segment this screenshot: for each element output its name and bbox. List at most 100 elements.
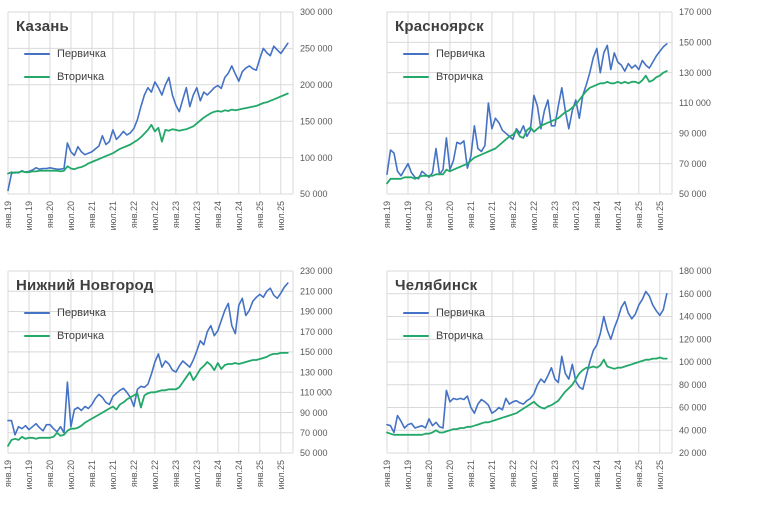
chart-panel-nizhny-novgorod: 50 000 70 000 90 000 110 000 130 000 150 000 1…: [0, 259, 379, 518]
svg-text:июл.22: июл.22: [150, 460, 160, 489]
svg-text:янв.19: янв.19: [3, 201, 13, 228]
chart-title-krasnoyarsk: Красноярск: [395, 18, 484, 35]
svg-text:июл.21: июл.21: [108, 201, 118, 230]
svg-text:160 000: 160 000: [679, 289, 712, 299]
svg-text:июл.20: июл.20: [445, 460, 455, 489]
svg-text:110 000: 110 000: [679, 98, 711, 108]
plot-area-nizhny-novgorod: 50 000 70 000 90 000 110 000 130 000 150 000 1…: [3, 266, 333, 489]
svg-text:янв.20: янв.20: [424, 201, 434, 228]
legend-label-primary: Первичка: [57, 307, 107, 319]
svg-text:янв.24: янв.24: [592, 460, 602, 487]
svg-text:июл.24: июл.24: [613, 460, 623, 489]
svg-text:янв.25: янв.25: [634, 201, 644, 228]
legend-label-secondary: Вторичка: [57, 330, 105, 342]
legend-label-secondary: Вторичка: [57, 71, 105, 83]
svg-text:июл.22: июл.22: [150, 201, 160, 230]
svg-text:янв.21: янв.21: [466, 201, 476, 228]
chart-panel-chelyabinsk: 20 000 40 000 60 000 80 000 100 000 120 000 14…: [379, 259, 758, 518]
svg-text:июл.19: июл.19: [403, 201, 413, 230]
svg-text:июл.23: июл.23: [192, 201, 202, 230]
svg-text:июл.19: июл.19: [24, 201, 34, 230]
svg-text:янв.19: янв.19: [382, 460, 392, 487]
primary-line-swatch: [24, 312, 50, 314]
svg-text:210 000: 210 000: [300, 286, 333, 296]
legend-label-primary: Первичка: [436, 48, 486, 60]
svg-text:июл.19: июл.19: [403, 460, 413, 489]
secondary-line-swatch: [403, 76, 429, 78]
svg-text:200 000: 200 000: [300, 80, 333, 90]
legend-item-secondary: Вторичка: [403, 71, 485, 83]
svg-text:90 000: 90 000: [679, 129, 707, 139]
svg-text:янв.24: янв.24: [213, 460, 223, 487]
svg-text:140 000: 140 000: [679, 312, 712, 322]
svg-text:янв.21: янв.21: [87, 460, 97, 487]
svg-text:янв.23: янв.23: [550, 201, 560, 228]
svg-text:июл.21: июл.21: [487, 201, 497, 230]
plot-area-kazan: 50 000 100 000 150 000 200 000 250 000 300 00…: [3, 7, 333, 230]
svg-text:250 000: 250 000: [300, 44, 333, 54]
primary-line-swatch: [403, 53, 429, 55]
plot-area-krasnoyarsk: 50 000 70 000 90 000 110 000 130 000 150 000 1…: [382, 7, 712, 230]
legend-label-primary: Первичка: [436, 307, 486, 319]
chart-panel-krasnoyarsk: 50 000 70 000 90 000 110 000 130 000 150 000 1…: [379, 0, 758, 259]
svg-text:янв.19: янв.19: [3, 460, 13, 487]
svg-text:янв.25: янв.25: [255, 201, 265, 228]
svg-text:50 000: 50 000: [300, 448, 328, 458]
svg-text:70 000: 70 000: [300, 428, 328, 438]
svg-text:янв.23: янв.23: [171, 201, 181, 228]
svg-text:июл.24: июл.24: [613, 201, 623, 230]
svg-text:20 000: 20 000: [679, 448, 707, 458]
legend-item-primary: Первичка: [24, 307, 106, 319]
chart-panel-kazan: 50 000 100 000 150 000 200 000 250 000 300 00…: [0, 0, 379, 259]
svg-text:130 000: 130 000: [300, 367, 333, 377]
svg-text:80 000: 80 000: [679, 380, 707, 390]
svg-text:50 000: 50 000: [300, 189, 328, 199]
svg-text:июл.21: июл.21: [487, 460, 497, 489]
svg-text:июл.23: июл.23: [571, 460, 581, 489]
svg-text:янв.19: янв.19: [382, 201, 392, 228]
secondary-line-swatch: [24, 76, 50, 78]
chart-title-kazan: Казань: [16, 18, 69, 35]
svg-text:июл.22: июл.22: [529, 201, 539, 230]
secondary-line-swatch: [24, 335, 50, 337]
svg-text:40 000: 40 000: [679, 425, 707, 435]
svg-text:180 000: 180 000: [679, 266, 712, 276]
svg-text:июл.24: июл.24: [234, 460, 244, 489]
svg-text:100 000: 100 000: [679, 357, 712, 367]
legend-label-secondary: Вторичка: [436, 330, 484, 342]
svg-text:июл.20: июл.20: [445, 201, 455, 230]
chart-title-chelyabinsk: Челябинск: [395, 277, 478, 294]
svg-text:янв.22: янв.22: [508, 460, 518, 487]
svg-text:июл.24: июл.24: [234, 201, 244, 230]
svg-text:июл.25: июл.25: [276, 460, 286, 489]
svg-text:янв.22: янв.22: [129, 460, 139, 487]
svg-text:янв.23: янв.23: [550, 460, 560, 487]
secondary-line-swatch: [403, 335, 429, 337]
svg-text:янв.23: янв.23: [171, 460, 181, 487]
svg-text:190 000: 190 000: [300, 307, 333, 317]
svg-text:янв.25: янв.25: [255, 460, 265, 487]
svg-text:июл.21: июл.21: [108, 460, 118, 489]
svg-text:июл.23: июл.23: [571, 201, 581, 230]
svg-text:60 000: 60 000: [679, 403, 707, 413]
svg-text:янв.24: янв.24: [592, 201, 602, 228]
legend-item-secondary: Вторичка: [24, 330, 106, 342]
svg-text:110 000: 110 000: [300, 388, 332, 398]
chart-title-nizhny-novgorod: Нижний Новгород: [16, 277, 154, 294]
plot-area-chelyabinsk: 20 000 40 000 60 000 80 000 100 000 120 000 14…: [382, 266, 712, 489]
svg-text:150 000: 150 000: [300, 347, 333, 357]
svg-text:300 000: 300 000: [300, 7, 333, 17]
svg-text:янв.20: янв.20: [424, 460, 434, 487]
svg-text:130 000: 130 000: [679, 68, 712, 78]
legend-chelyabinsk: Первичка Вторичка: [403, 307, 485, 342]
svg-text:июл.25: июл.25: [276, 201, 286, 230]
svg-text:230 000: 230 000: [300, 266, 333, 276]
legend-item-primary: Первичка: [403, 48, 485, 60]
svg-text:янв.20: янв.20: [45, 201, 55, 228]
legend-krasnoyarsk: Первичка Вторичка: [403, 48, 485, 83]
svg-text:170 000: 170 000: [679, 7, 712, 17]
svg-text:янв.22: янв.22: [508, 201, 518, 228]
svg-text:июл.20: июл.20: [66, 460, 76, 489]
svg-text:янв.24: янв.24: [213, 201, 223, 228]
